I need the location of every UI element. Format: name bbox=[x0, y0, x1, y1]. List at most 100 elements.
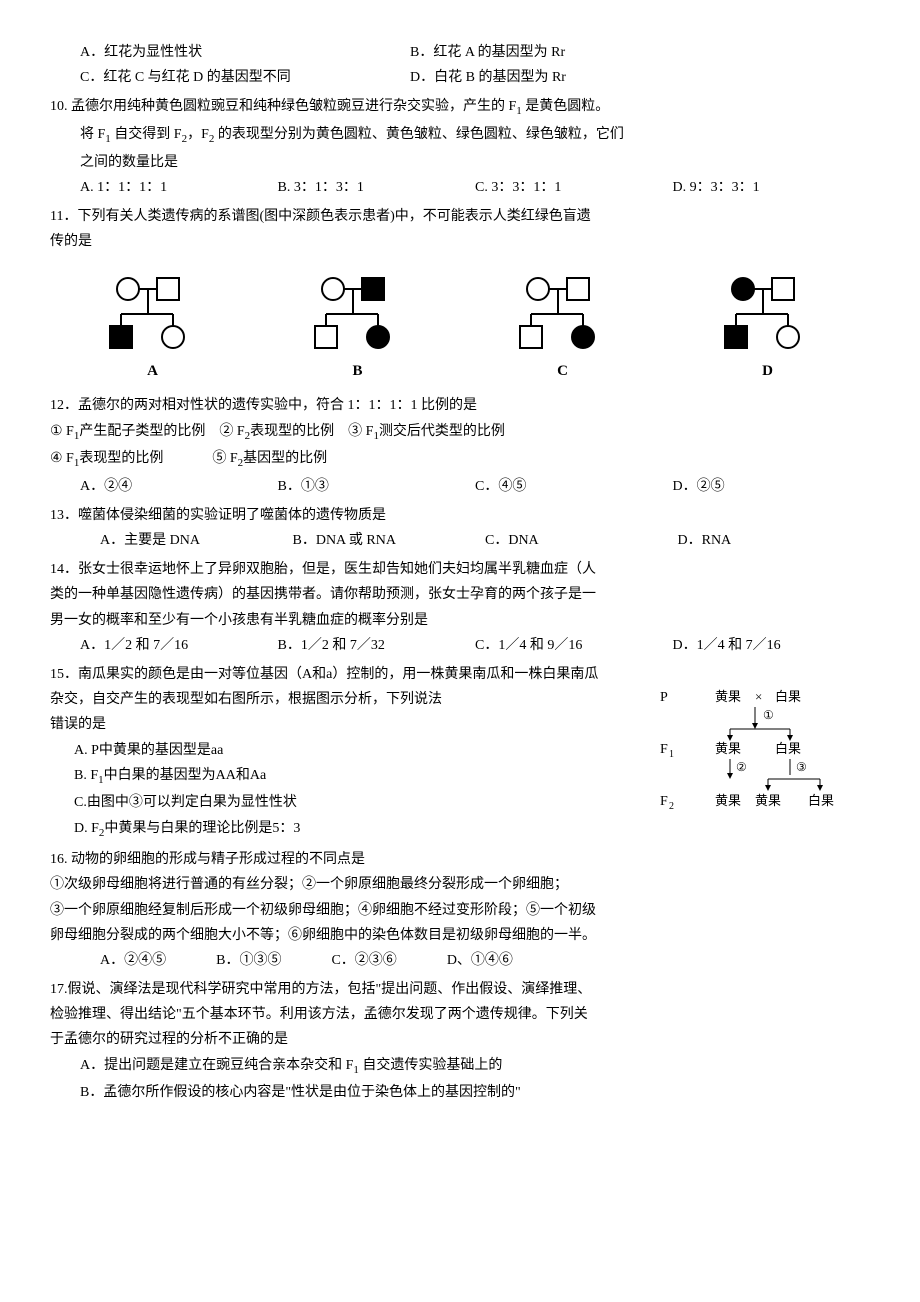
circle-2: ② bbox=[736, 760, 747, 774]
q17-optA-a: A．提出问题是建立在豌豆纯合亲本杂交和 F bbox=[80, 1058, 353, 1073]
q10-optC: C. 3：3：1：1 bbox=[475, 175, 673, 200]
q15-left: 杂交，自交产生的表现型如右图所示，根据图示分析，下列说法 错误的是 A. P中黄… bbox=[50, 687, 650, 843]
q15-diagram: P 黄果 × 白果 ① F 1 黄果 白果 ② ③ bbox=[650, 687, 870, 817]
q17-stem3: 于孟德尔的研究过程的分析不正确的是 bbox=[50, 1027, 870, 1052]
pedigree-B-svg bbox=[298, 274, 418, 354]
q10: 10. 孟德尔用纯种黄色圆粒豌豆和纯种绿色皱粒豌豆进行杂交实验，产生的 F1 是… bbox=[50, 94, 870, 200]
q14-stem3: 男一女的概率和至少有一个小孩患有半乳糖血症的概率分别是 bbox=[50, 608, 870, 633]
q9-options: A．红花为显性性状 B．红花 A 的基因型为 Rr C．红花 C 与红花 D 的… bbox=[50, 40, 870, 90]
q12-line2: ④ F1表现型的比例 ⑤ F2基因型的比例 bbox=[50, 446, 870, 474]
q14: 14．张女士很幸运地怀上了异卵双胞胎，但是，医生却告知她们夫妇均属半乳糖血症（人… bbox=[50, 557, 870, 658]
q14-optD: D．1／4 和 7／16 bbox=[673, 633, 871, 658]
q10-stem2a: 将 F bbox=[80, 127, 105, 142]
gen-F1: F bbox=[660, 742, 668, 757]
q12-l1a: ① F bbox=[50, 424, 74, 439]
q15-optC: C.由图中③可以判定白果为显性性状 bbox=[50, 790, 650, 815]
q10-optA: A. 1：1：1：1 bbox=[80, 175, 278, 200]
q14-stem1: 14．张女士很幸运地怀上了异卵双胞胎，但是，医生却告知她们夫妇均属半乳糖血症（人 bbox=[50, 557, 870, 582]
q14-stem2: 类的一种单基因隐性遗传病）的基因携带者。请你帮助预测，张女士孕育的两个孩子是一 bbox=[50, 582, 870, 607]
gen-F2-sub: 2 bbox=[669, 801, 674, 812]
q15-optD-b: 中黄果与白果的理论比例是5：3 bbox=[104, 821, 300, 836]
gen-F2: F bbox=[660, 794, 668, 809]
q15-stem3: 错误的是 bbox=[50, 712, 650, 737]
q10-stem1: 10. 孟德尔用纯种黄色圆粒豌豆和纯种绿色皱粒豌豆进行杂交实验，产生的 F1 是… bbox=[50, 94, 870, 122]
q12-options: A．②④ B．①③ C．④⑤ D．②⑤ bbox=[80, 474, 870, 499]
q15-optB-a: B. F bbox=[74, 768, 98, 783]
f2-white: 白果 bbox=[808, 793, 834, 808]
q12-l1f: 测交后代类型的比例 bbox=[379, 424, 505, 439]
q14-optB: B．1／2 和 7／32 bbox=[278, 633, 476, 658]
f2-yellow2: 黄果 bbox=[755, 793, 781, 808]
q17: 17.假说、演绎法是现代科学研究中常用的方法，包括"提出问题、作出假设、演绎推理… bbox=[50, 977, 870, 1105]
q12-l2c: ⑤ F bbox=[212, 451, 237, 466]
q12-l2b: 表现型的比例 bbox=[79, 451, 163, 466]
q12-optD: D．②⑤ bbox=[673, 474, 871, 499]
pedigree-D: D bbox=[708, 274, 828, 385]
q12-optB: B．①③ bbox=[278, 474, 476, 499]
pedigree-B-label: B bbox=[352, 358, 362, 385]
pedigree-A: A bbox=[93, 274, 213, 385]
circle-3: ③ bbox=[796, 760, 807, 774]
q14-options: A．1／2 和 7／16 B．1／2 和 7／32 C．1／4 和 9／16 D… bbox=[80, 633, 870, 658]
q12-line1: ① F1产生配子类型的比例 ② F2表现型的比例 ③ F1测交后代类型的比例 bbox=[50, 419, 870, 447]
q16-optA: A．②④⑤ bbox=[100, 948, 166, 973]
q10-stem3: 之间的数量比是 bbox=[50, 150, 870, 175]
q15-optB: B. F1中白果的基因型为AA和Aa bbox=[50, 763, 650, 791]
q16-optD: D、①④⑥ bbox=[447, 948, 513, 973]
q9-optB: B．红花 A 的基因型为 Rr bbox=[410, 40, 565, 65]
q12: 12．孟德尔的两对相对性状的遗传实验中，符合 1：1：1：1 比例的是 ① F1… bbox=[50, 393, 870, 499]
q12-l1c: ② F bbox=[219, 424, 244, 439]
q10-optD: D. 9：3：3：1 bbox=[673, 175, 871, 200]
circle-1: ① bbox=[763, 708, 774, 722]
q16: 16. 动物的卵细胞的形成与精子形成过程的不同点是 ①次级卵母细胞将进行普通的有… bbox=[50, 847, 870, 973]
q9-optA: A．红花为显性性状 bbox=[80, 40, 410, 65]
q10-options: A. 1：1：1：1 B. 3：1：3：1 C. 3：3：1：1 D. 9：3：… bbox=[80, 175, 870, 200]
q15-optA: A. P中黄果的基因型是aa bbox=[50, 738, 650, 763]
pedigree-C-label: C bbox=[557, 358, 568, 385]
q16-stem: 16. 动物的卵细胞的形成与精子形成过程的不同点是 bbox=[50, 847, 870, 872]
q10-stem2c: ，F bbox=[187, 127, 209, 142]
f2-yellow1: 黄果 bbox=[715, 793, 741, 808]
p-yellow: 黄果 bbox=[715, 689, 741, 704]
q15-body: 杂交，自交产生的表现型如右图所示，根据图示分析，下列说法 错误的是 A. P中黄… bbox=[50, 687, 870, 843]
q10-stem1b: 是黄色圆粒。 bbox=[522, 99, 610, 114]
pedigree-C-svg bbox=[503, 274, 623, 354]
q14-optC: C．1／4 和 9／16 bbox=[475, 633, 673, 658]
q17-stem2: 检验推理、得出结论"五个基本环节。利用该方法，孟德尔发现了两个遗传规律。下列关 bbox=[50, 1002, 870, 1027]
q17-optA: A．提出问题是建立在豌豆纯合亲本杂交和 F1 自交遗传实验基础上的 bbox=[50, 1053, 870, 1081]
q15-stem1: 15．南瓜果实的颜色是由一对等位基因（A和a）控制的，用一株黄果南瓜和一株白果南… bbox=[50, 662, 870, 687]
q13-options: A．主要是 DNA B．DNA 或 RNA C．DNA D．RNA bbox=[100, 528, 870, 553]
q15-optD: D. F2中黄果与白果的理论比例是5：3 bbox=[50, 816, 650, 844]
pedigree-D-label: D bbox=[762, 358, 773, 385]
q12-optC: C．④⑤ bbox=[475, 474, 673, 499]
q12-stem: 12．孟德尔的两对相对性状的遗传实验中，符合 1：1：1：1 比例的是 bbox=[50, 393, 870, 418]
q11-pedigrees: A B bbox=[50, 274, 870, 385]
q10-stem2b: 自交得到 F bbox=[111, 127, 182, 142]
q15: 15．南瓜果实的颜色是由一对等位基因（A和a）控制的，用一株黄果南瓜和一株白果南… bbox=[50, 662, 870, 843]
q15-optB-b: 中白果的基因型为AA和Aa bbox=[104, 768, 267, 783]
q11: 11．下列有关人类遗传病的系谱图(图中深颜色表示患者)中，不可能表示人类红绿色盲… bbox=[50, 204, 870, 385]
p-white: 白果 bbox=[775, 689, 801, 704]
f1-white: 白果 bbox=[775, 741, 801, 756]
q17-stem1: 17.假说、演绎法是现代科学研究中常用的方法，包括"提出问题、作出假设、演绎推理… bbox=[50, 977, 870, 1002]
q10-stem2: 将 F1 自交得到 F2，F2 的表现型分别为黄色圆粒、黄色皱粒、绿色圆粒、绿色… bbox=[50, 122, 870, 150]
q16-line3: 卵母细胞分裂成的两个细胞大小不等；⑥卵细胞中的染色体数目是初级卵母细胞的一半。 bbox=[50, 923, 870, 948]
gen-F1-sub: 1 bbox=[669, 749, 674, 760]
pedigree-D-svg bbox=[708, 274, 828, 354]
q13: 13．噬菌体侵染细菌的实验证明了噬菌体的遗传物质是 A．主要是 DNA B．DN… bbox=[50, 503, 870, 553]
q12-optA: A．②④ bbox=[80, 474, 278, 499]
q16-line1: ①次级卵母细胞将进行普通的有丝分裂；②一个卵原细胞最终分裂形成一个卵细胞； bbox=[50, 872, 870, 897]
f1-yellow: 黄果 bbox=[715, 741, 741, 756]
q16-options: A．②④⑤ B．①③⑤ C．②③⑥ D、①④⑥ bbox=[100, 948, 870, 973]
q16-optC: C．②③⑥ bbox=[331, 948, 396, 973]
q17-optB: B．孟德尔所作假设的核心内容是"性状是由位于染色体上的基因控制的" bbox=[50, 1080, 870, 1105]
q12-l1d: 表现型的比例 bbox=[250, 424, 334, 439]
q12-l1b: 产生配子类型的比例 bbox=[79, 424, 205, 439]
q9-optD: D．白花 B 的基因型为 Rr bbox=[410, 65, 566, 90]
cross-diagram-svg: P 黄果 × 白果 ① F 1 黄果 白果 ② ③ bbox=[660, 687, 870, 817]
q12-l1e: ③ F bbox=[348, 424, 373, 439]
q13-optA: A．主要是 DNA bbox=[100, 528, 293, 553]
q15-optD-a: D. F bbox=[74, 821, 99, 836]
q15-stem2: 杂交，自交产生的表现型如右图所示，根据图示分析，下列说法 bbox=[50, 687, 650, 712]
q10-stem1a: 10. 孟德尔用纯种黄色圆粒豌豆和纯种绿色皱粒豌豆进行杂交实验，产生的 F bbox=[50, 99, 516, 114]
